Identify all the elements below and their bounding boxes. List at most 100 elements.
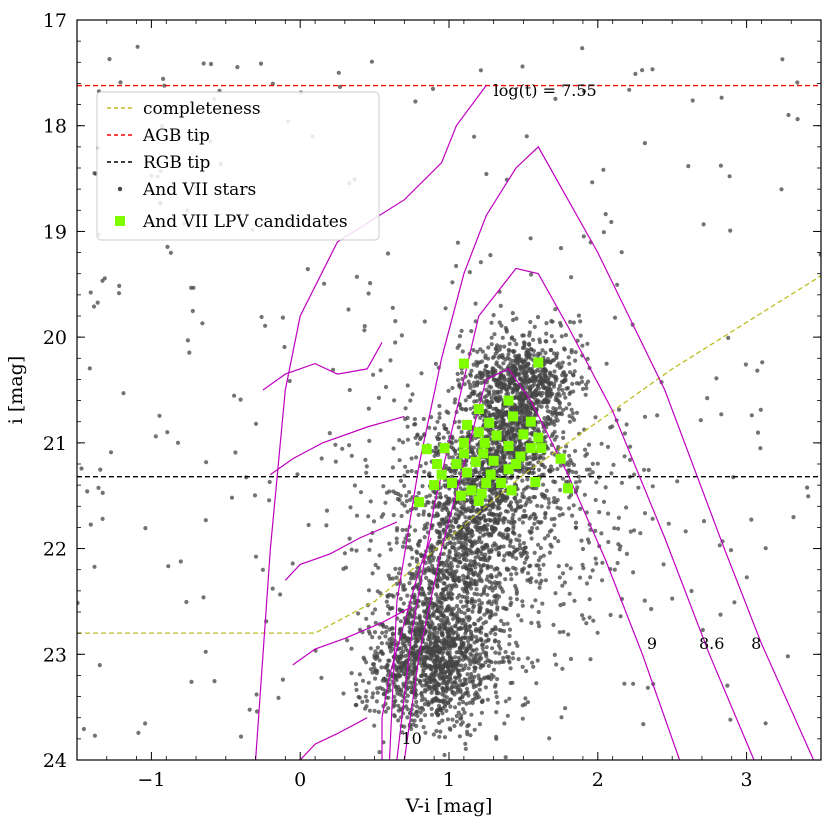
star-point — [143, 526, 148, 531]
star-point — [543, 511, 548, 517]
star-point — [409, 456, 414, 461]
star-point — [437, 649, 442, 655]
star-point — [616, 526, 621, 531]
star-point — [368, 538, 373, 543]
star-point — [719, 412, 724, 417]
star-point — [514, 571, 519, 576]
star-point — [513, 496, 518, 501]
star-point — [483, 639, 488, 644]
star-point — [505, 377, 510, 382]
star-point — [567, 361, 572, 366]
star-point — [441, 617, 446, 622]
star-point — [405, 636, 410, 641]
star-point — [399, 333, 404, 338]
lpv-candidate-point — [436, 469, 447, 480]
star-point — [469, 497, 474, 502]
star-point — [409, 614, 414, 620]
star-point — [457, 419, 462, 424]
star-point — [424, 641, 429, 647]
star-point — [642, 598, 647, 603]
star-point — [451, 684, 456, 689]
star-point — [479, 540, 484, 545]
star-point — [409, 574, 414, 579]
star-point — [375, 686, 380, 691]
star-point — [363, 706, 368, 711]
star-point — [475, 521, 480, 526]
star-point — [460, 699, 466, 705]
star-point — [450, 436, 455, 441]
star-point — [701, 519, 707, 524]
star-point — [559, 334, 564, 339]
star-point — [398, 478, 403, 483]
star-point — [518, 377, 523, 382]
star-point — [450, 663, 456, 669]
star-point — [446, 641, 451, 646]
star-point — [263, 323, 268, 328]
star-point — [508, 381, 513, 386]
lpv-candidate-point — [461, 419, 472, 430]
star-point — [467, 675, 472, 681]
star-point — [508, 602, 513, 608]
star-point — [528, 499, 533, 504]
star-point — [489, 672, 494, 677]
star-point — [466, 531, 471, 536]
star-point — [505, 567, 510, 572]
star-point — [594, 480, 599, 485]
star-point — [551, 622, 556, 628]
star-point — [576, 313, 582, 318]
star-point — [520, 664, 525, 670]
star-point — [540, 494, 545, 499]
star-point — [590, 470, 595, 475]
star-point — [479, 638, 484, 643]
star-point — [508, 572, 514, 577]
star-point — [505, 551, 510, 556]
star-point — [116, 291, 122, 296]
star-point — [400, 730, 405, 735]
lpv-candidate-point — [533, 357, 544, 368]
star-point — [470, 596, 475, 602]
star-point — [478, 260, 483, 265]
star-point — [469, 551, 474, 556]
star-point — [331, 367, 336, 372]
star-point — [450, 545, 455, 550]
star-point — [451, 629, 456, 634]
star-point — [479, 567, 484, 573]
star-point — [157, 413, 162, 418]
lpv-candidate-point — [481, 478, 492, 488]
star-point — [448, 704, 453, 709]
star-point — [471, 621, 477, 627]
lpv-candidate-point — [508, 411, 518, 422]
star-point — [474, 652, 479, 657]
star-point — [582, 447, 588, 452]
star-point — [622, 681, 627, 686]
star-point — [524, 134, 529, 139]
star-point — [511, 389, 516, 394]
star-point — [472, 665, 477, 670]
star-point — [442, 752, 447, 758]
star-point — [276, 695, 281, 701]
star-point — [414, 455, 419, 460]
star-point — [477, 722, 482, 727]
star-point — [466, 646, 471, 651]
star-point — [430, 657, 435, 662]
star-point — [485, 558, 490, 563]
star-point — [510, 656, 516, 661]
star-point — [462, 382, 467, 387]
star-point — [571, 462, 577, 468]
star-point — [447, 650, 452, 655]
star-point — [254, 709, 260, 714]
star-point — [526, 400, 531, 405]
star-point — [501, 558, 506, 563]
star-point — [479, 467, 484, 472]
star-point — [760, 360, 765, 365]
star-point — [611, 462, 616, 467]
star-point — [394, 536, 399, 541]
star-point — [528, 236, 533, 241]
star-point — [464, 603, 469, 609]
star-point — [487, 586, 492, 591]
star-point — [453, 397, 458, 402]
star-point — [486, 390, 491, 395]
star-point — [349, 646, 354, 651]
star-point — [475, 349, 480, 354]
star-point — [469, 481, 474, 486]
